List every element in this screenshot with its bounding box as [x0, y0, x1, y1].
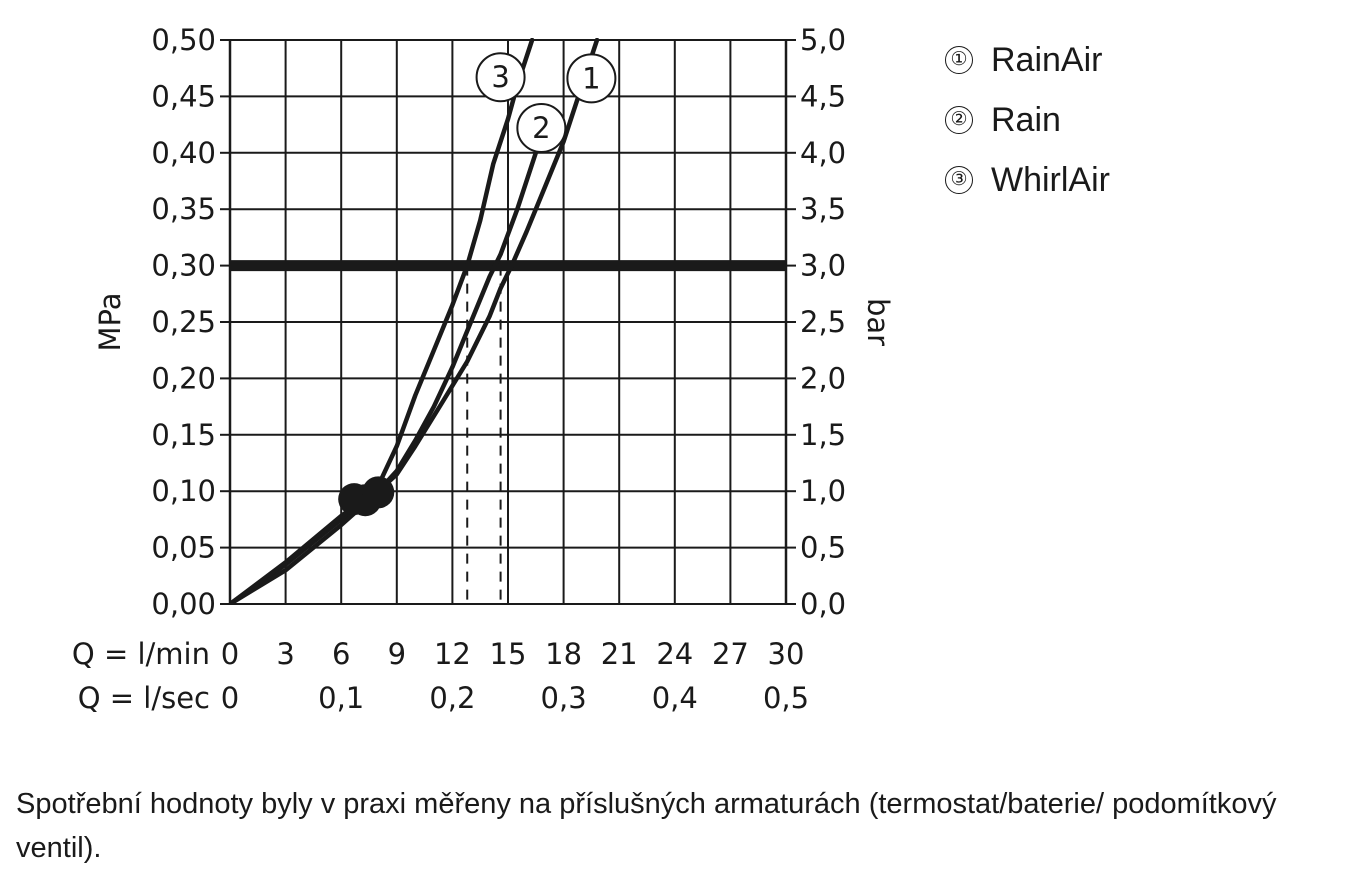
- y-left-tick-label-1: 0,05: [151, 531, 216, 565]
- x-row-1-tick-2: 0,2: [429, 681, 475, 715]
- flow-pressure-chart: 0,00 0,00,05 0,50,10 1,00,15 1,50,20 2,00,25 2…: [72, 23, 895, 715]
- y-right-tick-label-10: 5,0: [800, 23, 846, 57]
- x-row-label-0: Q = l/min: [72, 637, 210, 671]
- x-row-0-tick-7: 21: [601, 637, 638, 671]
- chart-labels: 3 12: [475, 52, 617, 153]
- curve-marker-label-1: 1: [582, 61, 600, 95]
- y-left-tick-label-8: 0,40: [151, 136, 216, 170]
- x-row-1-tick-1: 0,1: [318, 681, 364, 715]
- chart-series: [230, 38, 786, 604]
- y-right-tick-label-6: 3,0: [800, 249, 846, 283]
- curve-marker-circle-2: [516, 102, 567, 153]
- legend-label-rainair: RainAir: [991, 40, 1103, 79]
- curve-marker-label-2: 2: [532, 111, 550, 145]
- x-row-0-tick-2: 6: [332, 637, 350, 671]
- y-left-tick-label-2: 0,10: [151, 474, 216, 508]
- footnote: Spotřební hodnoty byly v praxi měřeny na…: [16, 788, 1277, 864]
- series-line-rain: [230, 105, 553, 604]
- x-row-0-tick-0: 0: [221, 637, 239, 671]
- x-row-0-tick-3: 9: [388, 637, 406, 671]
- y-left-tick-label-9: 0,45: [151, 79, 216, 113]
- y-right-tick-label-3: 1,5: [800, 418, 846, 452]
- y-left-tick-label-0: 0,00: [151, 587, 216, 621]
- legend-label-whirlair: WhirlAir: [991, 160, 1110, 199]
- legend-label-rain: Rain: [991, 100, 1061, 139]
- curve-marker-label-3: 3: [491, 60, 509, 94]
- x-row-1-tick-3: 0,3: [541, 681, 587, 715]
- x-row-1-tick-4: 0,4: [652, 681, 698, 715]
- x-row-0-tick-4: 12: [434, 637, 471, 671]
- x-row-1-tick-5: 0,5: [763, 681, 809, 715]
- legend-marker-3: ③: [945, 166, 973, 194]
- y-left-tick-label-10: 0,50: [151, 23, 216, 57]
- legend-item-rainair: ① RainAir: [945, 30, 1110, 90]
- y-right-tick-label-9: 4,5: [800, 79, 846, 113]
- x-row-0-tick-10: 30: [768, 637, 805, 671]
- x-row-0-tick-5: 15: [490, 637, 527, 671]
- y-right-tick-label-2: 1,0: [800, 474, 846, 508]
- y-left-tick-label-3: 0,15: [151, 418, 216, 452]
- y-right-tick-label-8: 4,0: [800, 136, 846, 170]
- curve-marker-circle-3: [475, 52, 526, 103]
- y-right-tick-label-4: 2,0: [800, 361, 846, 395]
- y-left-tick-label-6: 0,30: [151, 249, 216, 283]
- operating-point-2: [362, 476, 395, 509]
- legend-marker-2: ②: [945, 106, 973, 134]
- x-row-0-tick-8: 24: [656, 637, 693, 671]
- legend-item-whirlair: ③ WhirlAir: [945, 150, 1110, 210]
- y-right-axis-title: bar: [861, 298, 895, 346]
- y-right-tick-label-0: 0,0: [800, 587, 846, 621]
- x-row-0-tick-6: 18: [545, 637, 582, 671]
- y-right-tick-label-7: 3,5: [800, 192, 846, 226]
- y-right-tick-label-5: 2,5: [800, 305, 846, 339]
- x-row-0-tick-9: 27: [712, 637, 749, 671]
- legend-item-rain: ② Rain: [945, 90, 1110, 150]
- curve-marker-circle-1: [566, 53, 617, 104]
- x-row-0-tick-1: 3: [276, 637, 294, 671]
- y-left-tick-label-7: 0,35: [151, 192, 216, 226]
- y-left-tick-label-5: 0,25: [151, 305, 216, 339]
- chart-axes: 0,00 0,00,05 0,50,10 1,00,15 1,50,20 2,00,25 2…: [72, 23, 895, 715]
- chart-legend: ① RainAir ② Rain ③ WhirlAir: [945, 30, 1110, 210]
- legend-marker-1: ①: [945, 46, 973, 74]
- x-row-label-1: Q = l/sec: [78, 681, 210, 715]
- y-left-tick-label-4: 0,20: [151, 361, 216, 395]
- x-row-1-tick-0: 0: [221, 681, 239, 715]
- y-left-axis-title: MPa: [93, 293, 127, 352]
- y-right-tick-label-1: 0,5: [800, 531, 846, 565]
